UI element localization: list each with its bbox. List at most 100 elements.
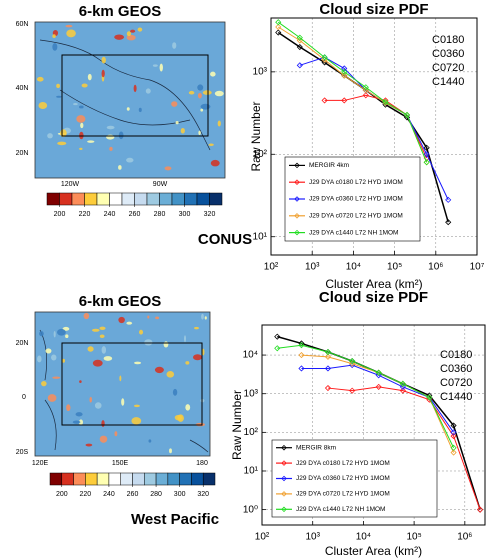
cloud-blob [45,348,51,353]
cloud-blob [73,103,78,105]
region-label: CONUS [198,231,252,248]
cloud-blob [56,84,60,88]
colorbar-box [210,193,223,205]
cloud-blob [201,314,204,320]
colorbar-box [50,473,62,485]
colorbar-box [160,193,173,205]
legend-label: J29 DYA c1440 L72 NH 1MOM [309,229,398,236]
cloud-blob [203,90,212,95]
cloud-blob [139,330,143,335]
cloud-blob [79,106,84,109]
cloud-blob [138,27,143,31]
colorbar-label: 260 [129,211,141,218]
cloud-blob [101,420,104,427]
cloud-blob [147,316,149,319]
annotation: C0180 [432,34,464,46]
cloud-blob [38,102,47,109]
cloud-blob [106,135,114,140]
cloud-blob [79,148,82,150]
cloud-blob [215,91,224,97]
cloud-blob [205,316,207,319]
cloud-blob [197,84,203,90]
cloud-blob [148,439,151,442]
cloud-blob [134,85,137,92]
cloud-blob [200,109,203,112]
cloud-blob [76,412,83,416]
legend-label: J29 DYA c0720 L72 HYD 1MOM [296,491,390,498]
colorbar-box [191,473,203,485]
cloud-blob [153,64,158,66]
cloud-blob [92,329,99,332]
cloud-blob [41,381,47,386]
cloud-blob [146,88,151,93]
cloud-blob [209,144,214,147]
cloud-blob [102,57,106,64]
cloud-blob [193,354,202,360]
colorbar-box [97,473,109,485]
annotation: C0720 [432,62,464,74]
cloud-blob [37,355,42,362]
cloud-blob [131,417,141,424]
cloud-blob [48,394,57,402]
cloud-blob [126,158,133,163]
cloud-blob [57,329,66,336]
cloud-blob [87,140,94,142]
colorbar-box [135,193,148,205]
map-area [35,22,225,178]
cloud-blob [139,108,142,112]
y-tick-label: 10¹ [244,466,259,477]
colorbar-box [172,193,185,205]
cloud-blob [164,341,169,347]
cloud-blob [119,132,124,140]
cloud-blob [84,313,90,319]
legend-label: J29 DYA c0720 L72 HYD 1MOM [309,213,403,220]
cloud-blob [86,444,93,447]
colorbar-label: 240 [103,491,115,498]
series-line [301,355,453,452]
cloud-blob [47,133,53,138]
cloud-blob [95,402,102,409]
x-tick-label: 10⁵ [406,532,421,543]
x-tick-label: 10² [264,262,279,273]
x-axis-label: Cluster Area (km²) [325,544,422,558]
cloud-blob [114,431,117,436]
colorbar-label: 280 [154,211,166,218]
cloud-blob [104,356,113,361]
cloud-blob [185,361,189,364]
cloud-blob [175,415,182,421]
cloud-blob [76,115,85,123]
cloud-blob [100,436,108,443]
cloud-blob [62,359,65,363]
colorbar-box [122,193,135,205]
lon-label: 150E [112,460,129,467]
legend-label: J29 DYA c0360 L72 HYD 1MOM [296,475,390,482]
chart-title: Cloud size PDF [319,1,428,18]
cloud-blob [185,404,190,410]
cloud-blob [89,397,92,403]
lat-label: 20N [16,340,29,347]
map-title: 6-km GEOS [79,3,162,20]
region-label: West Pacific [131,511,219,528]
colorbar-box [185,193,198,205]
cloud-blob [127,107,130,110]
colorbar-label: 280 [150,491,162,498]
cloud-blob [211,160,220,166]
lon-label: 90W [153,181,168,188]
cloud-blob [82,84,88,88]
y-axis-label: Raw Number [249,101,263,171]
y-axis-label: Raw Number [230,390,244,460]
colorbar-box [97,193,110,205]
colorbar-box [133,473,145,485]
x-tick-label: 10² [255,532,270,543]
x-tick-label: 10⁵ [387,262,402,273]
cloud-blob [57,142,66,146]
cloud-blob [114,35,124,40]
x-tick-label: 10³ [305,532,320,543]
colorbar-label: 220 [79,211,91,218]
lat-label: 20N [16,150,29,157]
x-tick-label: 10⁶ [457,532,472,543]
cloud-blob [54,331,56,337]
colorbar-box [62,473,74,485]
colorbar-box [72,193,85,205]
cloud-blob [155,367,164,373]
